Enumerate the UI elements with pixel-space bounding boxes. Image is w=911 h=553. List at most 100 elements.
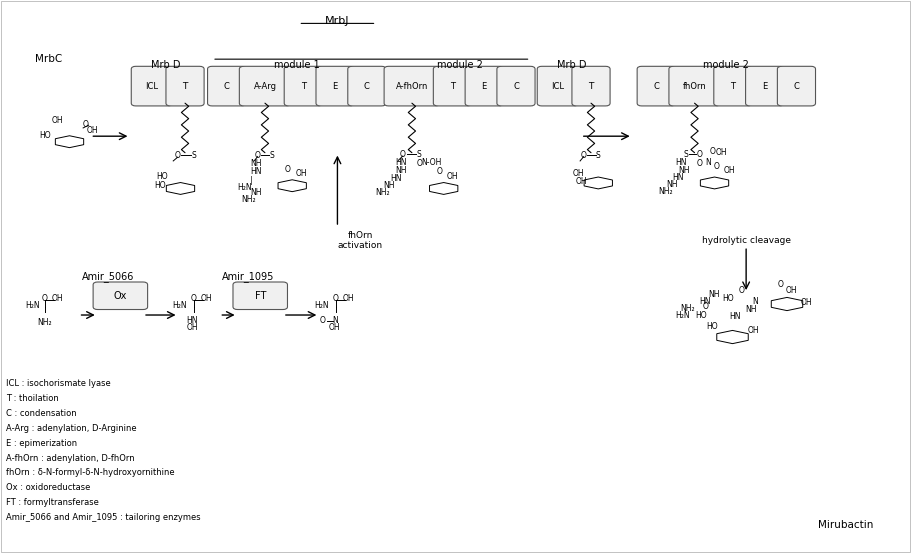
Text: OH: OH	[447, 172, 458, 181]
Text: module 1: module 1	[274, 60, 320, 70]
Text: OH: OH	[52, 294, 64, 303]
Text: HN: HN	[395, 158, 406, 167]
Text: HN: HN	[672, 173, 684, 182]
Text: O: O	[255, 151, 261, 160]
FancyBboxPatch shape	[131, 66, 172, 106]
Text: OH: OH	[723, 166, 735, 175]
Text: O: O	[778, 280, 783, 289]
Text: N: N	[752, 297, 758, 306]
FancyBboxPatch shape	[714, 66, 752, 106]
FancyBboxPatch shape	[537, 66, 578, 106]
Text: OH: OH	[343, 294, 354, 303]
Text: HO: HO	[157, 172, 169, 181]
Text: O: O	[713, 162, 720, 171]
Text: O: O	[83, 119, 88, 129]
Text: O: O	[285, 165, 291, 174]
Text: HN: HN	[251, 168, 261, 176]
Text: fhOrn
activation: fhOrn activation	[338, 231, 383, 251]
FancyBboxPatch shape	[777, 66, 815, 106]
FancyBboxPatch shape	[745, 66, 783, 106]
Text: O: O	[333, 294, 339, 303]
Text: NH₂: NH₂	[37, 317, 52, 327]
Text: MrbC: MrbC	[35, 54, 62, 64]
Text: NH: NH	[251, 189, 261, 197]
Text: HO: HO	[39, 131, 51, 139]
Text: OH: OH	[87, 126, 98, 135]
Text: H₂N: H₂N	[313, 301, 328, 310]
Text: NH: NH	[745, 305, 756, 314]
Text: HO: HO	[706, 321, 718, 331]
Text: NH: NH	[395, 166, 406, 175]
Text: O: O	[702, 302, 708, 311]
Text: NH₂: NH₂	[680, 304, 694, 313]
Text: HN: HN	[390, 174, 402, 183]
Text: T: T	[182, 82, 188, 91]
FancyBboxPatch shape	[384, 66, 440, 106]
Text: NH: NH	[709, 290, 720, 299]
Text: E : epimerization: E : epimerization	[6, 439, 77, 448]
Text: A-fhOrn: A-fhOrn	[395, 82, 428, 91]
Text: OH: OH	[716, 148, 728, 157]
Text: C: C	[363, 82, 370, 91]
Text: S: S	[417, 150, 422, 159]
Text: NH₂: NH₂	[241, 195, 256, 204]
Text: O: O	[696, 159, 702, 168]
Text: E: E	[762, 82, 767, 91]
Text: OH: OH	[52, 116, 64, 126]
Text: S: S	[683, 150, 688, 159]
Text: OH: OH	[572, 169, 584, 178]
Text: Ox: Ox	[114, 291, 127, 301]
Text: HO: HO	[695, 311, 707, 320]
Text: fhOrn : δ-N-formyl-δ-N-hydroxyornithine: fhOrn : δ-N-formyl-δ-N-hydroxyornithine	[6, 468, 175, 477]
FancyBboxPatch shape	[208, 66, 246, 106]
Text: S: S	[191, 151, 197, 160]
Text: C: C	[224, 82, 230, 91]
Text: T: T	[589, 82, 594, 91]
FancyBboxPatch shape	[284, 66, 322, 106]
FancyBboxPatch shape	[233, 282, 288, 310]
Text: NH₂: NH₂	[375, 189, 390, 197]
Text: FT : formyltransferase: FT : formyltransferase	[6, 498, 98, 507]
Text: Amir_5066: Amir_5066	[82, 271, 135, 282]
Text: ICL : isochorismate lyase: ICL : isochorismate lyase	[6, 379, 110, 388]
Text: |: |	[250, 176, 252, 185]
Text: T: T	[731, 82, 735, 91]
FancyBboxPatch shape	[166, 66, 204, 106]
FancyBboxPatch shape	[93, 282, 148, 310]
FancyBboxPatch shape	[434, 66, 472, 106]
Text: C: C	[653, 82, 660, 91]
Text: module 2: module 2	[703, 60, 749, 70]
Text: MrbJ: MrbJ	[325, 15, 350, 25]
Text: O: O	[581, 151, 587, 160]
Text: O: O	[436, 168, 442, 176]
Text: T: T	[450, 82, 455, 91]
Text: C: C	[513, 82, 519, 91]
Text: module 2: module 2	[436, 60, 483, 70]
Text: HN: HN	[187, 316, 198, 325]
Text: N: N	[705, 158, 711, 167]
Text: E: E	[482, 82, 486, 91]
Text: HO: HO	[722, 294, 733, 303]
Text: fhOrn: fhOrn	[682, 82, 706, 91]
Text: Mrb D: Mrb D	[151, 60, 181, 70]
Text: O: O	[400, 150, 405, 159]
FancyBboxPatch shape	[637, 66, 675, 106]
Text: NH: NH	[384, 181, 395, 190]
Text: O: O	[739, 286, 744, 295]
Text: OH: OH	[800, 299, 812, 307]
Text: ICL: ICL	[551, 82, 564, 91]
Text: NH₂: NH₂	[658, 187, 673, 196]
Text: NH: NH	[666, 180, 678, 189]
Text: H₂N: H₂N	[172, 301, 187, 310]
Text: A-Arg : adenylation, D-Arginine: A-Arg : adenylation, D-Arginine	[6, 424, 137, 433]
Text: S: S	[596, 151, 600, 160]
Text: H₂N: H₂N	[25, 301, 39, 310]
Text: O: O	[696, 150, 702, 159]
Text: OH: OH	[329, 323, 341, 332]
Text: N-OH: N-OH	[422, 158, 442, 167]
FancyBboxPatch shape	[240, 66, 291, 106]
Text: O: O	[416, 159, 422, 168]
Text: hydrolytic cleavage: hydrolytic cleavage	[701, 236, 791, 245]
Text: OH: OH	[200, 294, 212, 303]
Text: OH: OH	[187, 323, 198, 332]
